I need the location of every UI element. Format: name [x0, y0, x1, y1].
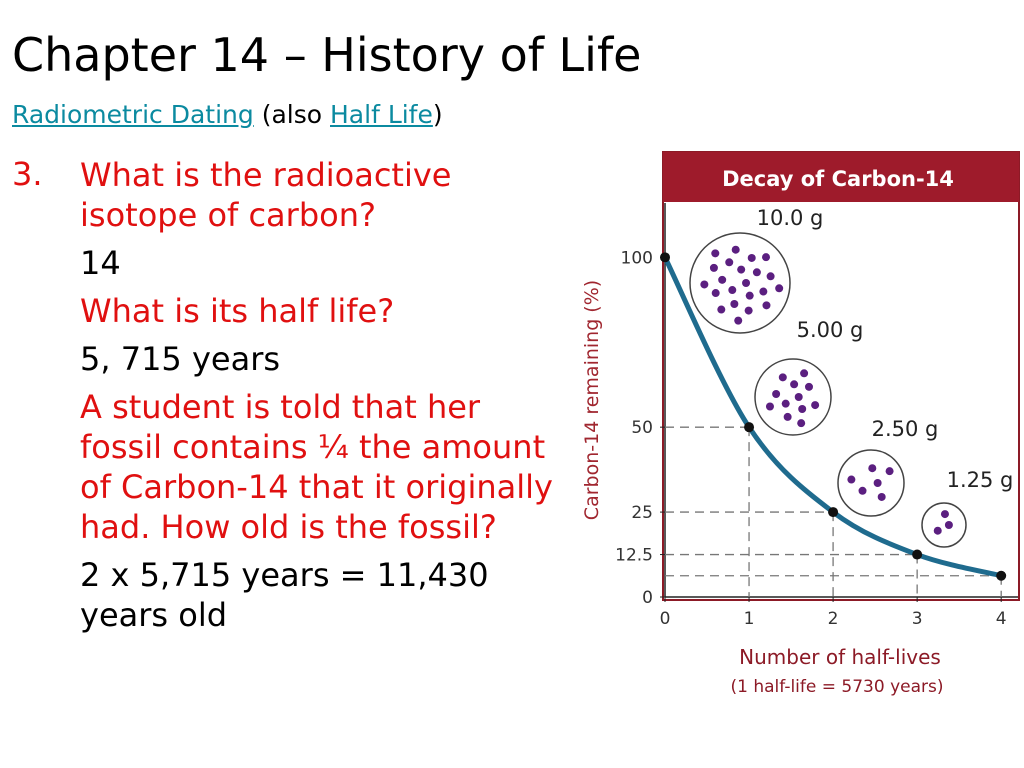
atom-dot — [711, 249, 720, 258]
data-point — [996, 570, 1007, 581]
x-tick-label: 4 — [996, 609, 1007, 629]
atom-dot — [781, 399, 790, 408]
question-block: What is the radioactive isotope of carbo… — [80, 155, 558, 643]
atom-dot — [847, 475, 856, 484]
atom-dot — [730, 299, 739, 308]
atom-dot — [734, 316, 743, 325]
atom-dot — [873, 479, 882, 487]
x-tick-label: 1 — [744, 609, 755, 629]
atom-dot — [765, 402, 774, 411]
y-axis-label: Carbon-14 remaining (%) — [581, 280, 603, 520]
y-tick-label: 0 — [642, 588, 653, 608]
atom-dot — [766, 272, 775, 281]
atom-dot — [804, 382, 813, 391]
atom-dot — [728, 286, 737, 295]
atom-dot — [759, 287, 768, 296]
question-text: What is its half life? — [80, 292, 395, 330]
atom-dot — [794, 393, 803, 401]
x-tick-label: 3 — [912, 609, 923, 629]
atom-dot — [800, 369, 809, 378]
atom-dot — [744, 306, 753, 315]
atom-dot — [737, 265, 746, 274]
x-axis-label: Number of half-lives — [739, 645, 941, 669]
annotation: 5.00 g — [797, 318, 864, 342]
sample-circle — [921, 502, 967, 548]
atom-dot — [772, 390, 781, 399]
annotation: 2.50 g — [872, 417, 939, 441]
atom-dot — [877, 492, 886, 501]
answer-text: 5, 715 years — [80, 340, 281, 378]
atom-dot — [717, 305, 726, 314]
atom-dot — [783, 412, 792, 421]
atom-dot — [790, 380, 799, 389]
data-point — [744, 422, 755, 433]
question-text: What is the radioactive isotope of carbo… — [80, 156, 452, 234]
x-axis-note: (1 half-life = 5730 years) — [731, 677, 944, 697]
x-tick-label: 0 — [660, 609, 671, 629]
atom-dot — [700, 280, 709, 289]
atom-dot — [745, 291, 754, 300]
sample-circle — [837, 449, 905, 517]
answer-text: 2 x 5,715 years = 11,430 years old — [80, 556, 489, 634]
subtitle-text: ) — [432, 100, 443, 129]
chart-frame — [662, 151, 1020, 601]
atom-dot — [752, 268, 761, 277]
sample-circle — [754, 358, 832, 436]
atom-dot — [747, 253, 756, 262]
atom-dot — [711, 289, 720, 298]
atom-dot — [797, 419, 806, 428]
annotation: 1.25 g — [947, 468, 1014, 492]
data-point — [912, 549, 923, 560]
atom-dot — [798, 405, 807, 414]
atom-dot — [778, 373, 787, 382]
link[interactable]: Radiometric Dating — [12, 100, 254, 129]
slide-title: Chapter 14 – History of Life — [12, 28, 642, 82]
atom-dot — [709, 263, 718, 272]
atom-dot — [731, 245, 740, 254]
y-tick-label: 12.5 — [615, 546, 653, 566]
atom-dot — [858, 486, 867, 495]
subtitle: Radiometric Dating (also Half Life) — [12, 100, 443, 129]
link[interactable]: Half Life — [330, 100, 433, 129]
atom-dot — [725, 258, 734, 267]
x-tick-label: 2 — [828, 609, 839, 629]
y-tick-label: 50 — [631, 418, 653, 438]
atom-dot — [811, 401, 820, 410]
atom-dot — [885, 467, 894, 476]
atom-dot — [940, 510, 949, 519]
atom-dot — [718, 275, 727, 284]
atom-dot — [933, 526, 942, 535]
data-point — [660, 252, 670, 263]
y-tick-label: 100 — [621, 248, 653, 268]
atom-dot — [762, 253, 771, 262]
list-number: 3. — [12, 155, 43, 193]
answer-text: 14 — [80, 244, 121, 282]
data-point — [828, 507, 839, 518]
atom-dot — [742, 279, 751, 287]
subtitle-text: (also — [261, 100, 323, 129]
atom-dot — [762, 301, 771, 310]
atom-dot — [868, 464, 877, 473]
annotation: 10.0 g — [757, 206, 824, 230]
atom-dot — [775, 284, 784, 293]
y-tick-label: 25 — [631, 503, 653, 523]
question-text: A student is told that her fossil contai… — [80, 388, 553, 546]
decay-curve — [662, 256, 1002, 579]
chart-title-bar — [663, 152, 1019, 202]
chart-title: Decay of Carbon-14 — [722, 167, 954, 191]
atom-dot — [944, 521, 953, 529]
